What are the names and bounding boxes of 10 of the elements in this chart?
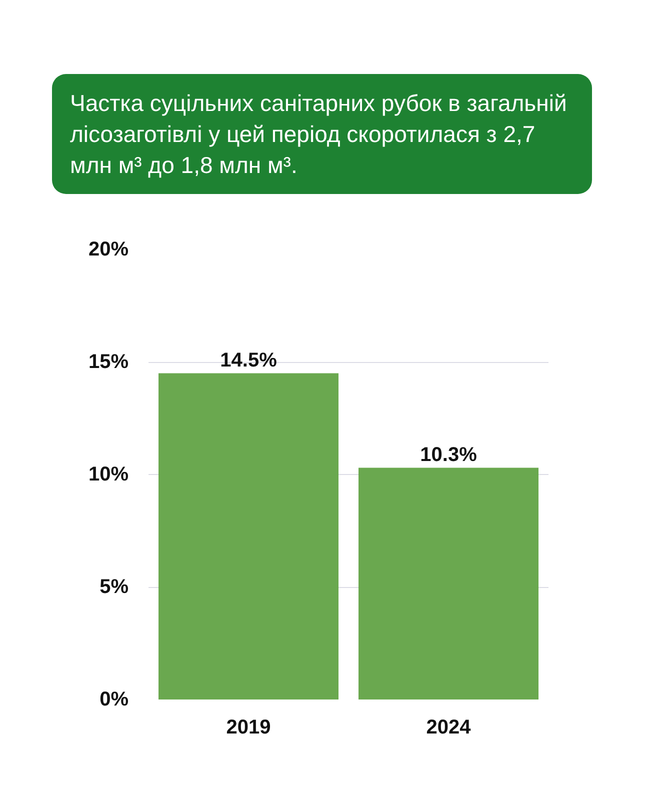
chart-title: Частка суцільних санітарних рубок в загальній лісозаготівлі у цей період скоротилася з 2,7 млн м³ до 1,8 млн м³. (70, 89, 568, 180)
data-label: 14.5% (220, 349, 278, 372)
y-tick-label: 15% (88, 351, 129, 373)
y-tick-label: 5% (100, 576, 129, 598)
data-label: 10.3% (420, 444, 478, 466)
x-tick-label: 2024 (426, 716, 472, 738)
y-tick-label: 0% (100, 688, 129, 710)
x-tick-label: 2019 (226, 716, 271, 738)
y-tick-label: 20% (88, 238, 129, 260)
y-tick-label: 10% (88, 464, 129, 486)
